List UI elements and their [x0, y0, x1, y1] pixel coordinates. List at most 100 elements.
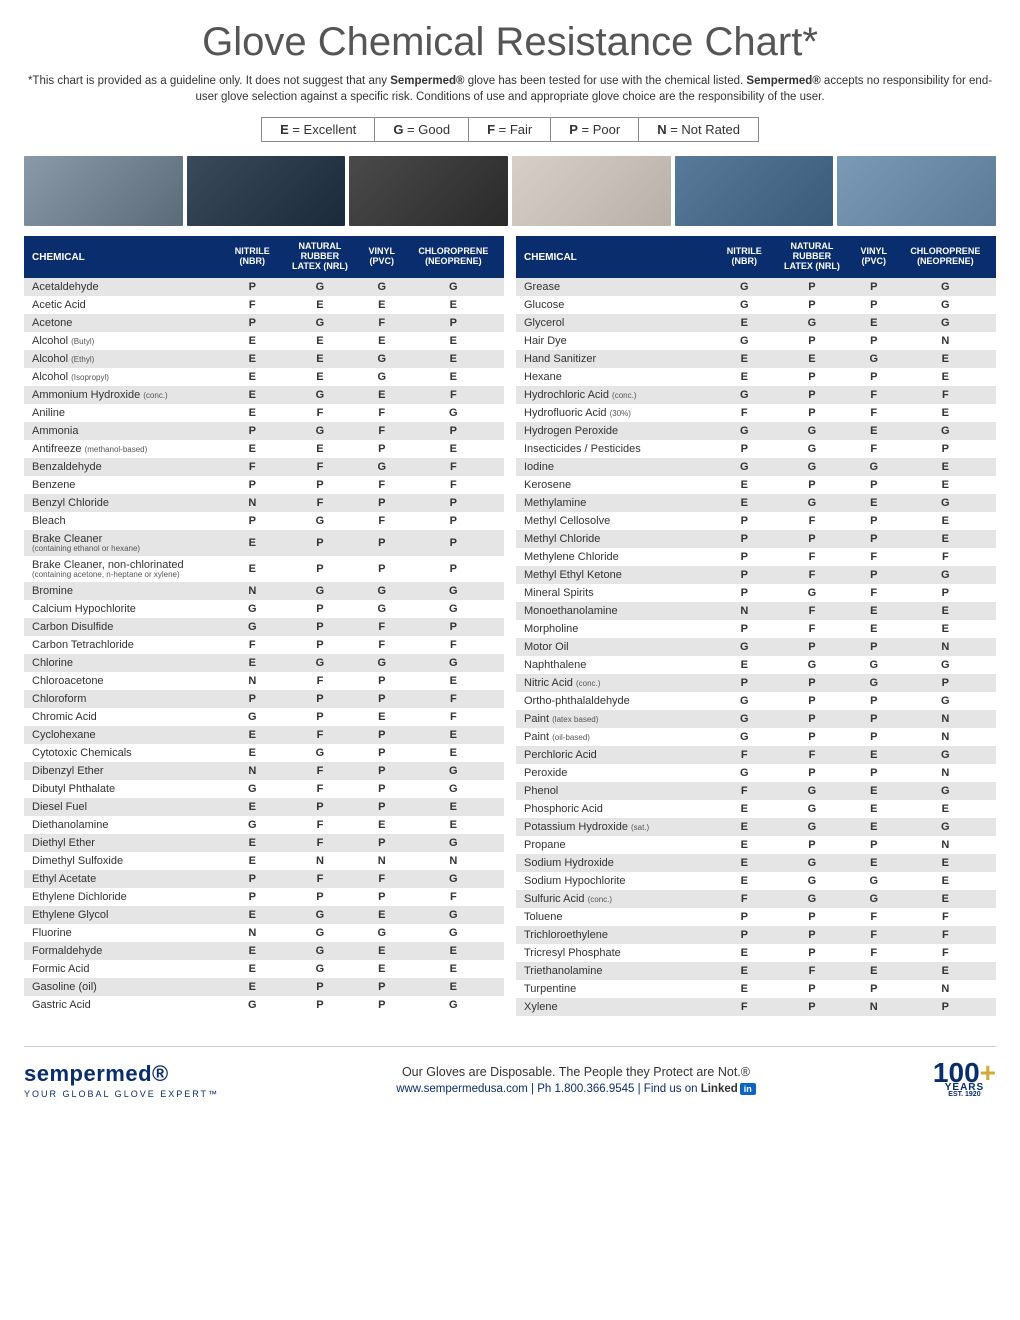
rating-cell: F [403, 458, 504, 476]
rating-cell: F [771, 602, 853, 620]
disclaimer-p2: glove has been tested for use with the c… [465, 75, 747, 87]
rating-cell: E [279, 440, 361, 458]
rating-cell: G [771, 818, 853, 836]
rating-cell: G [226, 708, 279, 726]
rating-cell: P [403, 530, 504, 556]
brand-logo: sempermed® [24, 1061, 219, 1087]
table-row: Sulfuric Acid (conc.)FGGE [516, 890, 996, 908]
rating-cell: F [279, 834, 361, 852]
table-right-col: CHEMICAL NITRILE(NBR) NATURALRUBBERLATEX… [516, 236, 996, 1016]
rating-cell: P [279, 996, 361, 1014]
rating-cell: P [853, 692, 895, 710]
rating-cell: G [895, 296, 996, 314]
th-chloroprene: CHLOROPRENE(NEOPRENE) [403, 236, 504, 278]
rating-cell: E [853, 782, 895, 800]
table-row: PropaneEPPN [516, 836, 996, 854]
chemical-name-cell: Benzene [24, 476, 226, 494]
rating-cell: P [771, 386, 853, 404]
th-nitrile: NITRILE(NBR) [226, 236, 279, 278]
table-row: Methylene ChloridePFFF [516, 548, 996, 566]
rating-cell: E [853, 962, 895, 980]
rating-cell: G [853, 350, 895, 368]
rating-cell: G [771, 314, 853, 332]
rating-cell: E [718, 980, 771, 998]
chemical-name-cell: Benzaldehyde [24, 458, 226, 476]
rating-cell: E [718, 494, 771, 512]
photo-4 [512, 156, 671, 226]
th-vinyl: VINYL(PVC) [853, 236, 895, 278]
rating-cell: P [853, 296, 895, 314]
rating-cell: G [771, 854, 853, 872]
rating-cell: E [895, 512, 996, 530]
rating-cell: P [361, 798, 403, 816]
rating-cell: F [279, 458, 361, 476]
brand-tagline: YOUR GLOBAL GLOVE EXPERT™ [24, 1089, 219, 1099]
rating-cell: P [361, 978, 403, 996]
rating-cell: P [853, 980, 895, 998]
table-row: KeroseneEPPE [516, 476, 996, 494]
chemical-name-cell: Motor Oil [516, 638, 718, 656]
rating-cell: F [226, 296, 279, 314]
table-row: ChlorineEGGG [24, 654, 504, 672]
chemical-name-cell: Hexane [516, 368, 718, 386]
table-row: ToluenePPFF [516, 908, 996, 926]
table-row: Sodium HypochloriteEGGE [516, 872, 996, 890]
rating-cell: F [403, 476, 504, 494]
rating-cell: E [403, 332, 504, 350]
rating-cell: G [403, 906, 504, 924]
rating-cell: N [853, 998, 895, 1016]
rating-cell: E [718, 656, 771, 674]
chemical-name-cell: Phenol [516, 782, 718, 800]
rating-cell: E [403, 726, 504, 744]
chemical-name-cell: Dibenzyl Ether [24, 762, 226, 780]
chemical-name-cell: Antifreeze (methanol-based) [24, 440, 226, 458]
rating-cell: F [403, 636, 504, 654]
rating-cell: E [853, 422, 895, 440]
rating-cell: E [403, 816, 504, 834]
rating-cell: E [853, 854, 895, 872]
rating-cell: P [279, 530, 361, 556]
table-row: Brake Cleaner, non-chlorinated(containin… [24, 556, 504, 582]
rating-cell: F [279, 816, 361, 834]
rating-cell: F [771, 548, 853, 566]
chemical-name-cell: Trichloroethylene [516, 926, 718, 944]
rating-cell: G [403, 582, 504, 600]
rating-cell: P [361, 996, 403, 1014]
rating-cell: E [361, 816, 403, 834]
rating-cell: G [718, 764, 771, 782]
chemical-name-cell: Mineral Spirits [516, 584, 718, 602]
table-row: AcetonePGFP [24, 314, 504, 332]
chemical-name-cell: Brake Cleaner, non-chlorinated(containin… [24, 556, 226, 582]
table-row: Hair DyeGPPN [516, 332, 996, 350]
rating-cell: P [771, 278, 853, 296]
rating-cell: P [361, 888, 403, 906]
rating-cell: P [718, 548, 771, 566]
rating-cell: G [361, 350, 403, 368]
rating-cell: P [895, 440, 996, 458]
table-row: Chromic AcidGPEF [24, 708, 504, 726]
rating-cell: P [226, 870, 279, 888]
rating-cell: F [361, 404, 403, 422]
chemical-name-cell: Dibutyl Phthalate [24, 780, 226, 798]
rating-cell: P [226, 512, 279, 530]
rating-cell: G [403, 780, 504, 798]
chemical-name-cell: Alcohol (Ethyl) [24, 350, 226, 368]
rating-cell: P [279, 978, 361, 996]
chemical-name-cell: Gastric Acid [24, 996, 226, 1014]
table-row: Antifreeze (methanol-based)EEPE [24, 440, 504, 458]
chemical-name-cell: Paint (latex based) [516, 710, 718, 728]
rating-cell: P [718, 440, 771, 458]
rating-cell: P [771, 908, 853, 926]
rating-cell: F [226, 636, 279, 654]
legend-item: G = Good [375, 118, 469, 141]
rating-cell: F [361, 618, 403, 636]
chemical-name-cell: Diesel Fuel [24, 798, 226, 816]
chemical-name-cell: Kerosene [516, 476, 718, 494]
chemical-name-cell: Monoethanolamine [516, 602, 718, 620]
rating-cell: N [226, 582, 279, 600]
rating-cell: E [403, 798, 504, 816]
rating-cell: E [718, 872, 771, 890]
rating-cell: G [279, 906, 361, 924]
chemical-name-cell: Chloroacetone [24, 672, 226, 690]
table-row: FormaldehydeEGEE [24, 942, 504, 960]
